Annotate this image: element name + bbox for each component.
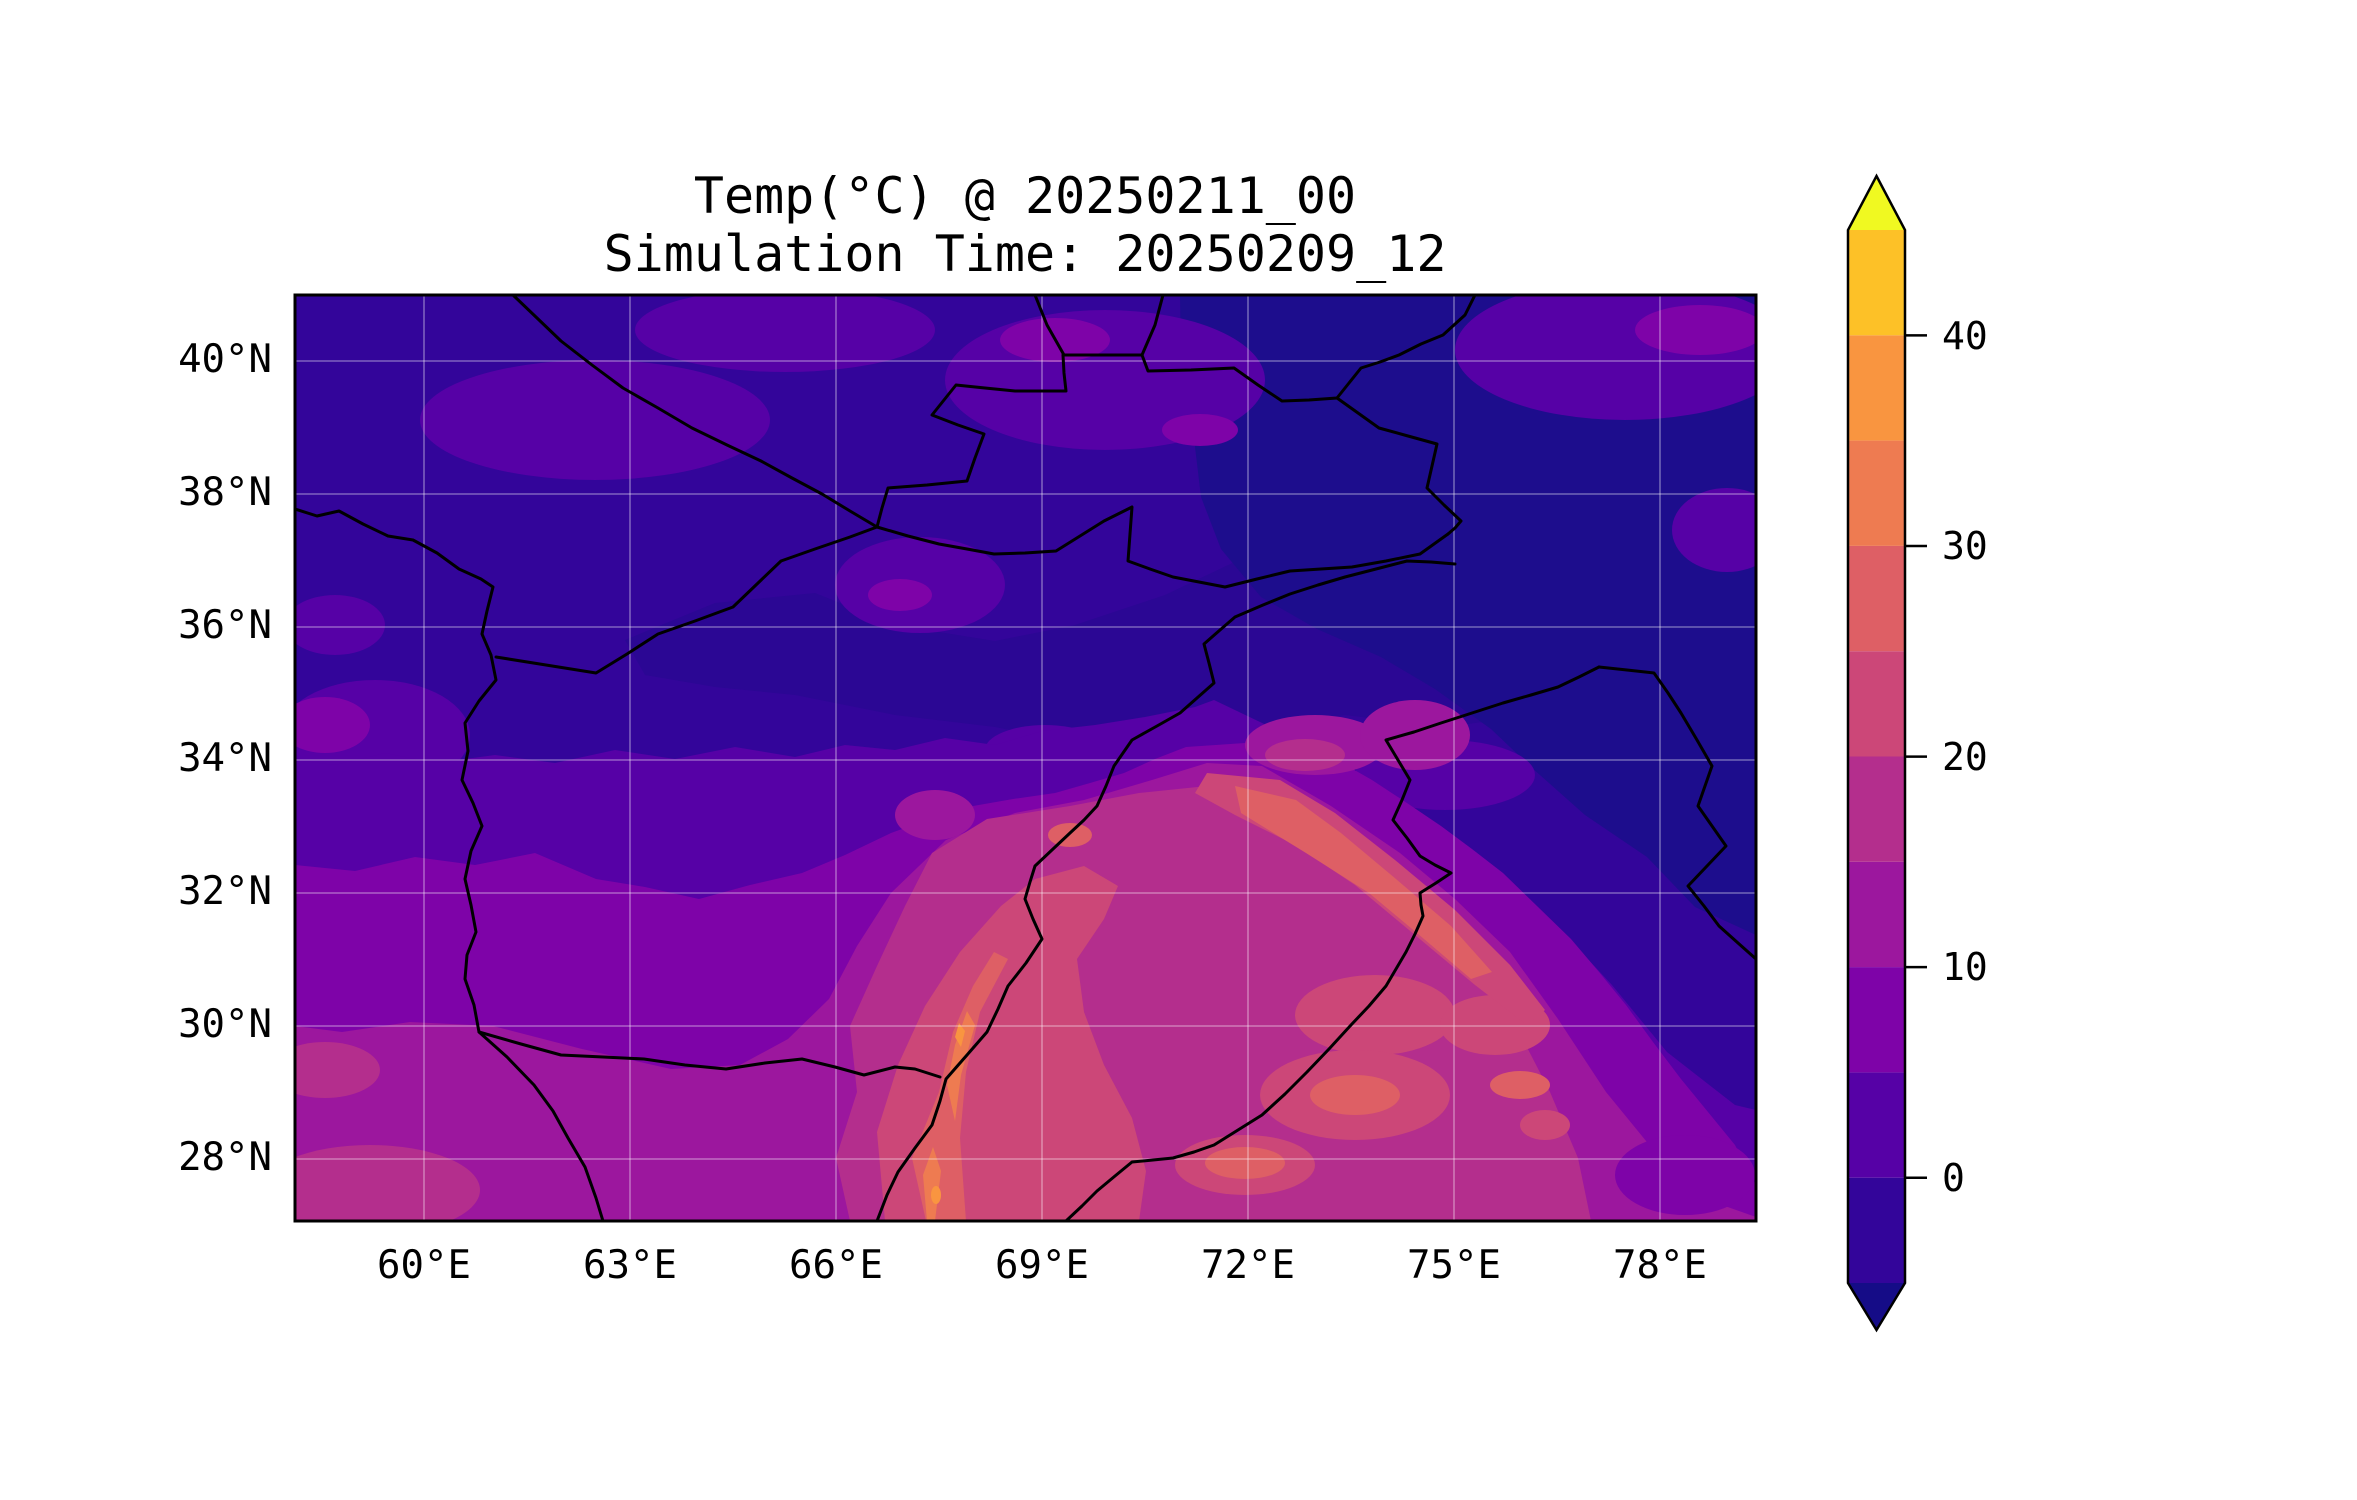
contour-patch	[295, 1145, 480, 1221]
colorbar-segment	[1848, 967, 1905, 1073]
colorbar-segment	[1848, 651, 1905, 757]
contour-patch	[635, 295, 935, 372]
x-tick-label: 66°E	[789, 1243, 883, 1288]
colorbar-segment	[1848, 335, 1905, 441]
contour-region-salmon-foothills	[1235, 786, 1492, 979]
country-border-fergana-branch	[1033, 295, 1066, 357]
y-tick-label: 38°N	[178, 470, 272, 515]
contour-patch	[1310, 1075, 1400, 1115]
colorbar-outline	[1846, 173, 1907, 1333]
colorbar-segment	[1848, 1072, 1905, 1178]
colorbar-segment	[1848, 1177, 1905, 1283]
contour-patch	[295, 1042, 380, 1098]
contour-patch	[295, 697, 370, 753]
x-tick-label: 63°E	[583, 1243, 677, 1288]
colorbar-segment	[1848, 861, 1905, 968]
contour-patch	[1265, 739, 1345, 771]
contour-patch	[1295, 975, 1455, 1055]
x-axis-tick-labels: 60°E 63°E 66°E 69°E 72°E 75°E 78°E	[377, 1243, 1707, 1288]
contour-patch	[1205, 1147, 1285, 1179]
colorbar-segment	[1848, 545, 1905, 652]
contour-patch	[420, 360, 770, 480]
contour-region-salmon-ribbon	[912, 952, 1008, 1221]
colorbar-segment	[1848, 440, 1905, 546]
colorbar-tick-label: 20	[1942, 735, 1988, 779]
map-panel	[295, 295, 1756, 1221]
colorbar: 40 30 20 10 0	[1846, 173, 1988, 1333]
x-tick-label: 60°E	[377, 1243, 471, 1288]
y-axis-tick-labels: 40°N 38°N 36°N 34°N 32°N 30°N 28°N	[178, 337, 272, 1180]
x-tick-label: 75°E	[1407, 1243, 1501, 1288]
contour-region-orange-sliver	[947, 1011, 975, 1121]
colorbar-over-arrow	[1848, 176, 1905, 230]
country-border-kyrgyz-tajik	[1335, 396, 1463, 536]
contour-patch	[1672, 488, 1756, 572]
contour-patch	[1635, 305, 1756, 355]
colorbar-ticks	[1905, 334, 1927, 1179]
x-tick-label: 78°E	[1613, 1243, 1707, 1288]
colorbar-segment	[1848, 756, 1905, 862]
y-tick-label: 32°N	[178, 869, 272, 914]
y-tick-label: 40°N	[178, 337, 272, 382]
colorbar-tick-label: 10	[1942, 945, 1988, 989]
x-tick-label: 69°E	[995, 1243, 1089, 1288]
colorbar-tick-labels: 40 30 20 10 0	[1942, 314, 1988, 1200]
contour-patch	[1162, 414, 1238, 446]
colorbar-segment	[1848, 230, 1905, 336]
chart-subtitle: Simulation Time: 20250209_12	[604, 225, 1447, 283]
contour-patch	[895, 790, 975, 840]
country-border-durand-line	[875, 559, 1457, 1221]
axes-frame	[293, 293, 1758, 1223]
country-border-india-pakistan	[1064, 665, 1601, 1221]
country-border-fergana	[875, 295, 1477, 529]
contour-patch	[1360, 700, 1470, 770]
contour-region-hot-sliver	[931, 1186, 941, 1204]
country-border-india-china	[1597, 665, 1756, 961]
contour-patch	[1520, 1110, 1570, 1140]
colorbar-tick-label: 40	[1942, 314, 1988, 358]
country-border-fergana-branch	[1140, 295, 1165, 357]
country-border-turkmen-uzbek	[511, 295, 879, 529]
contour-patch	[1615, 1135, 1755, 1215]
country-borders	[295, 295, 1756, 1221]
colorbar-tick-label: 0	[1942, 1156, 1965, 1200]
country-border-iran	[295, 507, 605, 1221]
y-tick-label: 30°N	[178, 1002, 272, 1047]
colorbar-tick-label: 30	[1942, 524, 1988, 568]
y-tick-label: 34°N	[178, 736, 272, 781]
contour-patch	[1490, 1071, 1550, 1099]
contour-region-himalaya-coldest	[1180, 295, 1756, 935]
contour-patch	[1455, 295, 1756, 420]
contour-region-hot-sliver	[955, 1023, 965, 1047]
contour-patch	[868, 579, 932, 611]
contour-patch	[295, 595, 385, 655]
chart-title: Temp(°C) @ 20250211_00	[694, 167, 1356, 225]
country-border-afghan-south	[477, 1030, 942, 1079]
country-border-afghan-north	[494, 505, 1450, 675]
y-tick-label: 36°N	[178, 603, 272, 648]
y-tick-label: 28°N	[178, 1135, 272, 1180]
colorbar-under-arrow	[1848, 1283, 1905, 1330]
x-tick-label: 72°E	[1201, 1243, 1295, 1288]
